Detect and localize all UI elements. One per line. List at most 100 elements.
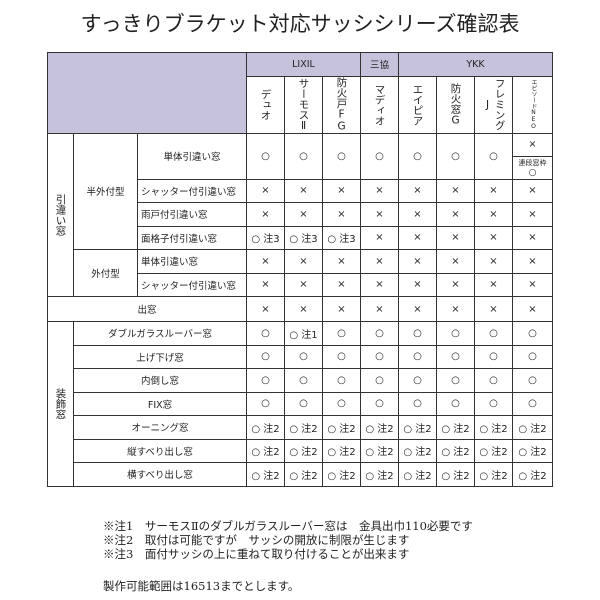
cell-value: ×: [246, 249, 285, 274]
cell-value: ○: [284, 391, 323, 416]
row-label: 単体引違い窓: [137, 132, 247, 180]
cell-note: 連段窓枠 ○: [513, 155, 552, 179]
series-header: エイピア: [398, 75, 437, 134]
compatibility-table: LIXIL 三協 YKK デュオ サーモスⅡ 防火戸FG マディオ エイピア 防火窓G フレミング…: [47, 52, 553, 487]
cell-value: ○ 注2: [246, 438, 285, 463]
cell-value: ○ 注3: [246, 225, 285, 250]
vertical-label: エイピア: [411, 83, 424, 126]
cell-value: ×: [246, 202, 285, 227]
row-label: 横すべり出し窓: [73, 462, 247, 487]
group-hangaitsuke: 半外付型: [73, 132, 138, 250]
cell-value: ×: [284, 178, 323, 203]
cell-value: ○: [474, 132, 513, 180]
cell-value: ○: [474, 391, 513, 416]
cell-value: ○: [512, 321, 553, 346]
page-title: すっきりブラケット対応サッシシリーズ確認表: [80, 12, 520, 36]
vertical-label: 引違い窓: [54, 193, 67, 236]
row-label: 面格子付引違い窓: [137, 225, 247, 250]
cell-value: ×: [512, 225, 553, 250]
cell-value: ○ 注2: [322, 462, 361, 487]
maker-header: YKK: [398, 52, 553, 77]
cell-value: ○ 注2: [436, 462, 475, 487]
cell-value: ×: [436, 178, 475, 203]
cell-value: ○ 注2: [360, 438, 399, 463]
cell-value: ○ 注2: [398, 415, 437, 440]
cell-value: ○ 注2: [398, 438, 437, 463]
cell-value: ×: [246, 178, 285, 203]
cell-value: ×: [360, 249, 399, 274]
cell-value: ×: [474, 202, 513, 227]
cell-value: ○: [512, 368, 553, 393]
row-label: 単体引違い窓: [137, 249, 247, 274]
cell-value: ○: [360, 391, 399, 416]
cell-value: ×: [284, 272, 323, 297]
cell-value: ×: [512, 296, 553, 322]
cell-value: ×: [474, 272, 513, 297]
cell-value: ○: [436, 344, 475, 369]
cell-value: ○: [246, 391, 285, 416]
group-sototsuke: 外付型: [73, 249, 138, 297]
row-label: ダブルガラスルーバー窓: [73, 321, 247, 346]
cell-value: ○: [528, 167, 537, 178]
vertical-label: 防火窓G: [449, 82, 462, 127]
row-label: シャッター付引違い窓: [137, 272, 247, 297]
table-row: シャッター付引違い窓 × × × × × × × ×: [48, 178, 553, 203]
cell-value: ○ 注2: [512, 462, 553, 487]
table-row: オーニング窓 ○ 注2 ○ 注2 ○ 注2 ○ 注2 ○ 注2 ○ 注2 ○ 注2 ○ 注2: [48, 415, 553, 440]
cell-value: ×: [512, 202, 553, 227]
cell-value: ×: [398, 249, 437, 274]
series-header: サーモスⅡ: [284, 75, 323, 134]
cell-value: ×: [436, 202, 475, 227]
cell-value: ○: [398, 368, 437, 393]
cell-value: ×: [398, 202, 437, 227]
table-row: FIX窓 ○ ○ ○ ○ ○ ○ ○ ○: [48, 391, 553, 416]
cell-value: ○: [512, 344, 553, 369]
cell-value: ×: [360, 272, 399, 297]
cell-value: ○: [322, 321, 361, 346]
cell-value: ○: [398, 344, 437, 369]
cell-value: ×: [474, 296, 513, 322]
cell-value: ×: [474, 225, 513, 250]
vertical-label: マディオ: [373, 83, 386, 126]
cell-value: ○: [474, 368, 513, 393]
row-label: 雨戸付引違い窓: [137, 202, 247, 227]
table-row: 引違い窓 半外付型 単体引違い窓 ○ ○ ○ ○ ○ ○ ○ × 連段窓枠 ○: [47, 132, 553, 297]
cell-value: ×: [322, 296, 361, 322]
cell-value: ×: [246, 272, 285, 297]
cell-value: ○: [284, 132, 323, 180]
row-label: FIX窓: [73, 391, 247, 416]
series-header: 防火窓G: [436, 75, 475, 134]
maker-header: 三協: [360, 52, 399, 77]
cell-value: ○ 注2: [322, 415, 361, 440]
row-label: シャッター付引違い窓: [137, 178, 247, 203]
cell-value: ×: [512, 249, 553, 274]
cell-value: ○ 注2: [246, 415, 285, 440]
series-header: エピソードNEO: [512, 75, 553, 134]
table-row: 内倒し窓 ○ ○ ○ ○ ○ ○ ○ ○: [48, 368, 553, 393]
cell-value: ○: [474, 321, 513, 346]
cell-value: ○: [360, 368, 399, 393]
maker-header: LIXIL: [246, 52, 361, 77]
vertical-label: 装飾窓: [54, 388, 67, 420]
table-row: 装飾窓 ダブルガラスルーバー窓 ○ ○ 注1 ○ ○ ○ ○ ○ ○: [47, 321, 553, 487]
notes: ※注1 サーモスⅡのダブルガラスルーバー窓は 金具出巾110必要です ※注2 取…: [103, 519, 473, 561]
cell-value: ×: [398, 296, 437, 322]
cell-value: ×: [436, 272, 475, 297]
cell-value: ○: [322, 344, 361, 369]
cell-value: ○ 注2: [360, 415, 399, 440]
cell-value: ×: [436, 296, 475, 322]
cell-value: ○: [398, 321, 437, 346]
table-row: シャッター付引違い窓 × × × × × × × ×: [48, 272, 553, 297]
cell-value: ○ 注2: [360, 462, 399, 487]
cell-value: ×: [284, 296, 323, 322]
note-2: ※注2 取付は可能ですが サッシの開放に制限が生じます: [103, 533, 410, 547]
note-1: ※注1 サーモスⅡのダブルガラスルーバー窓は 金具出巾110必要です: [103, 519, 473, 533]
cell-value: ×: [436, 225, 475, 250]
cell-value: ○ 注2: [474, 462, 513, 487]
cell-value: ○: [436, 132, 475, 180]
vertical-label: 防火戸FG: [335, 76, 348, 133]
cell-value: ○ 注2: [284, 462, 323, 487]
cell-value: ×: [322, 202, 361, 227]
vertical-label: デュオ: [259, 88, 272, 121]
cell-value: ×: [398, 178, 437, 203]
